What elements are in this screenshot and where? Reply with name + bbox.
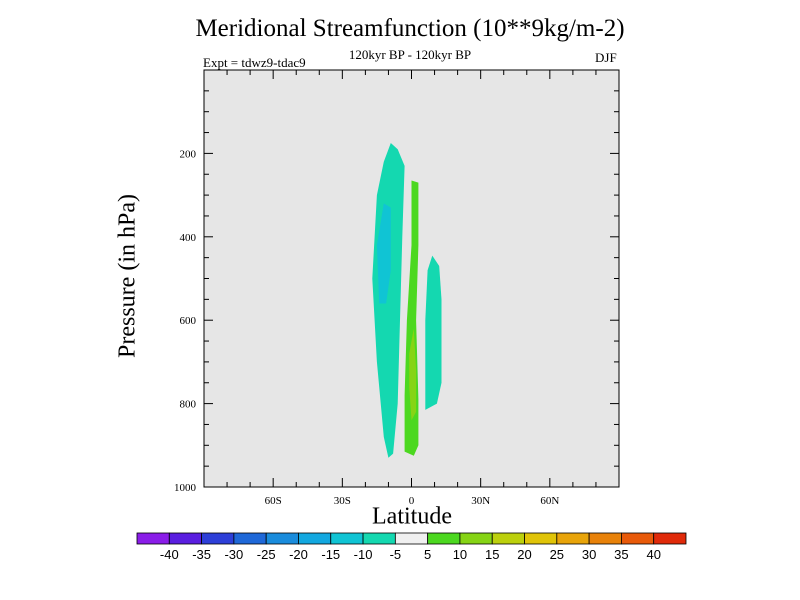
colorbar-label: 5 [424,547,431,562]
y-tick-label: 800 [180,399,197,411]
colorbar-label: -25 [257,547,276,562]
chart-title: Meridional Streamfunction (10**9kg/m-2) [195,15,625,42]
x-axis-label: Latitude [372,503,452,530]
colorbar-box [168,532,202,545]
x-tick-label: 60N [540,495,559,507]
chart-subtitle: 120kyr BP - 120kyr BP [348,47,472,62]
contour-region-2 [425,255,442,410]
colorbar-box [427,532,461,545]
y-tick-label: 1000 [174,482,197,494]
y-tick-label: 400 [180,232,197,244]
colorbar-label: 25 [550,547,564,562]
colorbar-label: -40 [160,547,179,562]
colorbar-label: -30 [224,547,243,562]
contour-region-4 [409,328,417,421]
x-tick-label: 30S [334,495,351,507]
x-tick-label: 60S [265,495,282,507]
colorbar-box [201,532,235,545]
colorbar-box [394,532,429,545]
colorbar-box [556,532,590,545]
experiment-label: Expt = tdwz9-tdac9 [203,55,306,70]
colorbar-label: -10 [354,547,373,562]
colorbar-box [265,532,299,545]
colorbar-box [362,532,396,545]
colorbar-label: 20 [517,547,531,562]
y-tick-label: 200 [180,148,197,160]
x-tick-label: 0 [409,495,415,507]
colorbar-label: 35 [614,547,628,562]
y-tick-label: 600 [180,315,197,327]
colorbar-label: -35 [192,547,211,562]
season-label: DJF [595,50,617,65]
colorbar-box [136,532,170,545]
contour-region-1 [376,203,391,304]
colorbar-label: 15 [485,547,499,562]
colorbar-box [621,532,655,545]
colorbar-label: -20 [289,547,308,562]
colorbar-box [298,532,332,545]
colorbar-box [491,532,525,545]
colorbar-box [653,532,687,545]
colorbar-label: 40 [646,547,660,562]
colorbar-box [330,532,364,545]
colorbar: -40 -35 -30 -25 -20 -15 -10 -5 5 10 15 20 25 30 35 40 [136,532,687,562]
colorbar-label: -5 [390,547,402,562]
x-tick-label: 30N [471,495,490,507]
colorbar-label: 30 [582,547,596,562]
colorbar-box [588,532,622,545]
colorbar-box [233,532,267,545]
axis-ticks: 60S 30S 0 30N 60N 200 400 600 800 1000 [174,70,619,507]
contour-regions [372,143,442,458]
colorbar-label: 10 [453,547,467,562]
contour-region-0 [372,143,405,458]
colorbar-box [524,532,558,545]
colorbar-label: -15 [321,547,340,562]
colorbar-box [459,532,493,545]
